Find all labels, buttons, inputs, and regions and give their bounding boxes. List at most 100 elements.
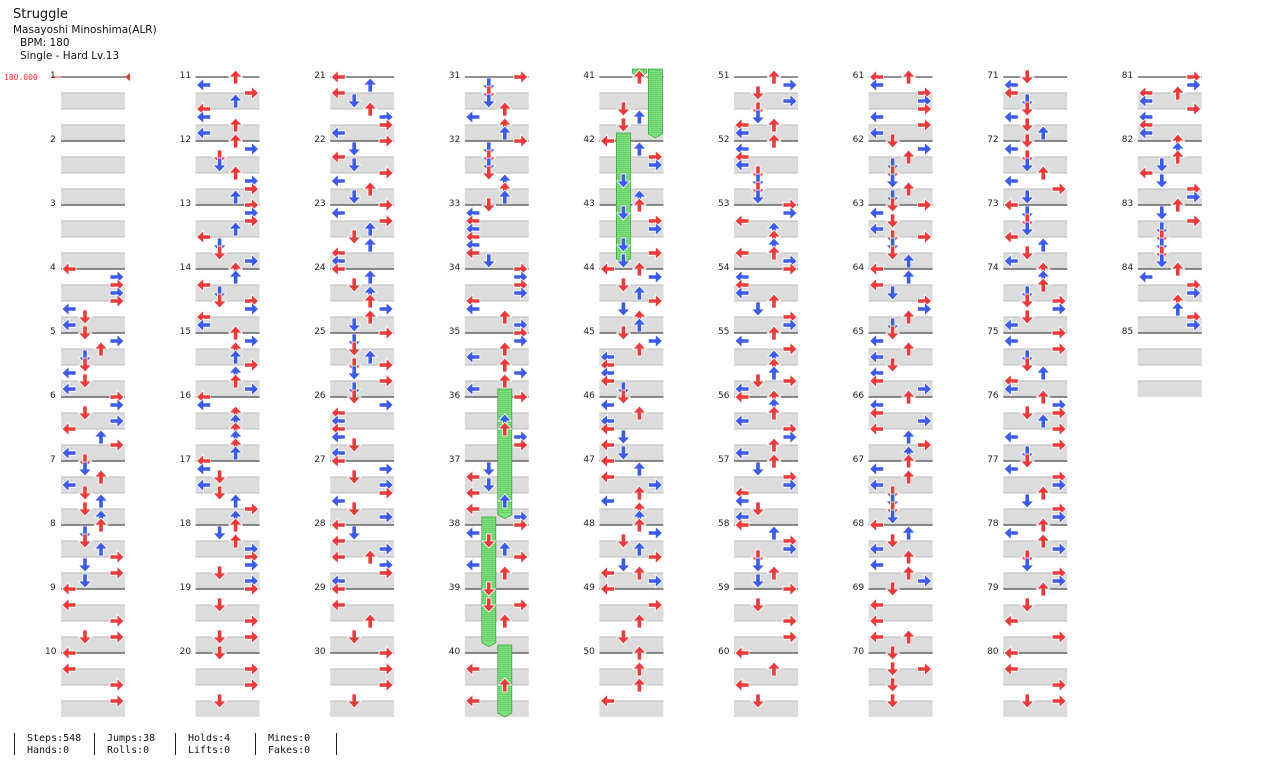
- step-arrow: [615, 381, 631, 397]
- step-arrow: [465, 349, 481, 365]
- step-arrow: [782, 429, 798, 445]
- measure-number: 79: [987, 583, 999, 593]
- stats-end-divider: [336, 733, 337, 755]
- measure-47: 47: [583, 455, 664, 541]
- step-arrow: [648, 549, 663, 565]
- measure-number: 23: [314, 199, 325, 209]
- measure-18: 18: [180, 519, 260, 605]
- step-arrow: [885, 317, 901, 333]
- measure-82: 82: [1122, 135, 1202, 221]
- step-arrow: [615, 301, 631, 317]
- measure-number: 34: [449, 263, 461, 273]
- step-arrow: [917, 661, 933, 677]
- step-arrow: [244, 141, 260, 157]
- step-arrow: [378, 565, 394, 581]
- step-arrow: [782, 581, 798, 597]
- step-arrow: [734, 677, 750, 693]
- step-arrow: [244, 213, 260, 229]
- measure-number: 75: [987, 327, 998, 337]
- step-arrow: [330, 581, 346, 597]
- stat-mines: Mines:0: [268, 733, 311, 744]
- measure-52: 52: [718, 135, 798, 221]
- step-arrow: [599, 493, 615, 509]
- measure-number: 37: [449, 455, 460, 465]
- step-arrow: [766, 69, 782, 85]
- measure-83: 83: [1122, 199, 1202, 285]
- measure-80: 80: [987, 647, 1068, 730]
- step-arrow: [228, 269, 244, 285]
- step-arrow: [648, 293, 663, 309]
- step-arrow: [196, 461, 212, 477]
- step-arrow: [244, 661, 260, 677]
- step-arrow: [109, 549, 125, 565]
- song-bpm: BPM: 180: [20, 37, 70, 49]
- step-arrow: [378, 461, 394, 477]
- step-arrow: [1051, 573, 1067, 589]
- step-arrow: [1186, 317, 1202, 333]
- step-arrow: [346, 381, 362, 397]
- step-arrow: [1019, 693, 1035, 709]
- step-arrow: [901, 629, 917, 645]
- measure-5: 5: [50, 327, 125, 413]
- measure-26: 26: [314, 391, 395, 477]
- step-arrow: [869, 541, 884, 557]
- step-arrow: [885, 493, 901, 509]
- step-arrow: [330, 533, 346, 549]
- step-arrow: [330, 517, 346, 533]
- step-arrow: [631, 69, 647, 85]
- step-arrow: [362, 181, 378, 197]
- step-arrow: [77, 453, 93, 469]
- step-arrow: [1019, 493, 1035, 509]
- step-arrow: [1003, 645, 1019, 661]
- measure-38: 38: [449, 519, 529, 605]
- step-arrow: [228, 493, 244, 509]
- step-arrow: [228, 445, 244, 461]
- step-arrow: [901, 69, 917, 85]
- step-arrow: [631, 613, 647, 629]
- step-arrow: [782, 261, 798, 277]
- step-arrow: [1019, 245, 1035, 261]
- step-arrow: [631, 109, 647, 125]
- step-arrow: [212, 245, 228, 261]
- step-arrow: [497, 101, 513, 117]
- measure-55: 55: [718, 327, 798, 413]
- step-arrow: [330, 453, 346, 469]
- step-arrow: [648, 597, 663, 613]
- step-arrow: [212, 485, 228, 501]
- step-arrow: [362, 237, 378, 253]
- step-arrow: [513, 389, 529, 405]
- measure-number: 81: [1122, 71, 1133, 81]
- step-arrow: [631, 141, 647, 157]
- step-arrow: [648, 269, 663, 285]
- step-arrow: [362, 613, 378, 629]
- step-arrow: [465, 293, 481, 309]
- measure-number: 60: [718, 647, 730, 657]
- step-arrow: [362, 77, 378, 93]
- step-arrow: [615, 445, 631, 461]
- step-arrow: [212, 693, 228, 709]
- measure-number: 11: [180, 71, 191, 81]
- step-arrow: [1003, 381, 1019, 397]
- measure-number: 18: [180, 519, 192, 529]
- step-arrow: [917, 301, 933, 317]
- measure-14: 14: [180, 263, 260, 349]
- step-arrow: [196, 77, 212, 93]
- measure-3: 3: [50, 199, 125, 285]
- measure-number: 22: [314, 135, 325, 145]
- arrows-layer: [61, 69, 1202, 709]
- step-arrow: [885, 237, 901, 253]
- step-arrow: [346, 437, 362, 453]
- step-arrow: [599, 565, 615, 581]
- step-arrow: [330, 421, 346, 437]
- measure-number: 71: [987, 71, 998, 81]
- measure-17: 17: [180, 455, 260, 541]
- step-arrow: [599, 469, 615, 485]
- step-arrow: [212, 157, 228, 173]
- step-arrow: [885, 229, 901, 245]
- step-arrow: [196, 477, 212, 493]
- step-arrow: [1051, 181, 1067, 197]
- step-arrow: [196, 389, 212, 405]
- step-arrow: [1051, 341, 1067, 357]
- step-arrow: [1051, 325, 1067, 341]
- song-header: Struggle Masayoshi Minoshima(ALR) BPM: 1…: [13, 6, 157, 63]
